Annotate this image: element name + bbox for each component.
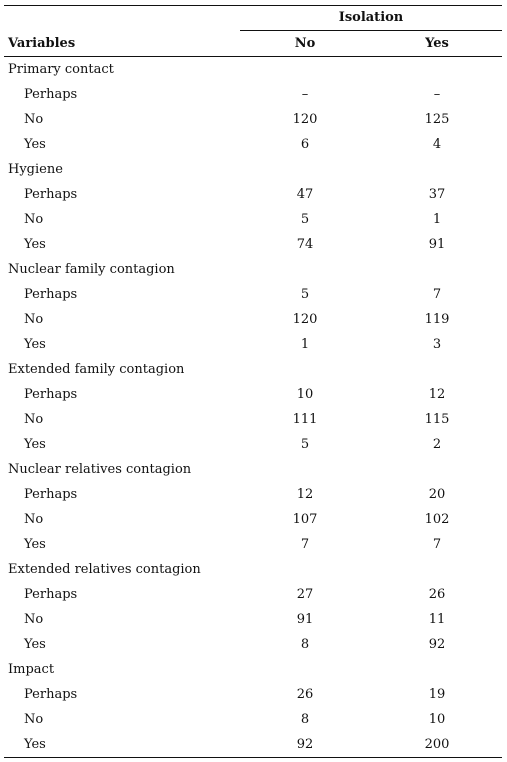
- row-label: Perhaps: [24, 287, 78, 302]
- group-label: Extended relatives contagion: [8, 562, 201, 577]
- cell-no: 8: [300, 712, 310, 727]
- cell-no: 7: [300, 537, 310, 552]
- row-label: Yes: [24, 237, 46, 252]
- row-label: Yes: [24, 437, 46, 452]
- bottom-rule: [4, 757, 502, 758]
- row-label: No: [24, 612, 44, 627]
- cell-no: 91: [296, 612, 314, 627]
- cell-yes: 102: [424, 512, 450, 527]
- row-label: Perhaps: [24, 587, 78, 602]
- cell-yes: 1: [432, 212, 442, 227]
- cell-no: 8: [300, 637, 310, 652]
- row-label: No: [24, 112, 44, 127]
- row-label: Perhaps: [24, 187, 78, 202]
- cell-no: 1: [300, 337, 310, 352]
- cell-yes: 92: [428, 637, 446, 652]
- row-label: Yes: [24, 337, 46, 352]
- row-label: No: [24, 212, 44, 227]
- group-label: Extended family contagion: [8, 362, 185, 377]
- header-rule: [4, 56, 502, 57]
- cell-yes: 115: [424, 412, 450, 427]
- cell-yes: 4: [432, 137, 442, 152]
- column-header: Yes: [425, 36, 449, 51]
- group-label: Nuclear family contagion: [8, 262, 175, 277]
- top-rule: [4, 5, 502, 6]
- row-label: Perhaps: [24, 687, 78, 702]
- cell-yes: 37: [428, 187, 446, 202]
- cell-no: 47: [296, 187, 314, 202]
- cell-yes: 7: [432, 287, 442, 302]
- cell-yes: 91: [428, 237, 446, 252]
- cell-yes: 7: [432, 537, 442, 552]
- cell-yes: 125: [424, 112, 450, 127]
- group-label: Hygiene: [8, 162, 63, 177]
- cell-no: 10: [296, 387, 314, 402]
- row-label: Yes: [24, 537, 46, 552]
- cell-yes: 12: [428, 387, 446, 402]
- group-label: Nuclear relatives contagion: [8, 462, 192, 477]
- group-label: Primary contact: [8, 62, 114, 77]
- cell-no: 26: [296, 687, 314, 702]
- cell-yes: 26: [428, 587, 446, 602]
- row-label: No: [24, 312, 44, 327]
- cell-yes: 11: [428, 612, 446, 627]
- row-label: No: [24, 412, 44, 427]
- cell-yes: 2: [432, 437, 442, 452]
- cell-no: 6: [300, 137, 310, 152]
- row-label: Yes: [24, 737, 46, 752]
- column-header: No: [294, 36, 316, 51]
- cell-no: 111: [292, 412, 318, 427]
- cell-yes: 119: [424, 312, 450, 327]
- row-label: Perhaps: [24, 87, 78, 102]
- cell-no: 12: [296, 487, 314, 502]
- cell-no: 74: [296, 237, 314, 252]
- cell-yes: 10: [428, 712, 446, 727]
- cell-yes: –: [433, 87, 441, 102]
- group-header: Isolation: [338, 10, 404, 25]
- cell-no: –: [301, 87, 309, 102]
- row-label: Perhaps: [24, 387, 78, 402]
- row-label: No: [24, 512, 44, 527]
- row-label: No: [24, 712, 44, 727]
- group-label: Impact: [8, 662, 55, 677]
- row-label: Yes: [24, 137, 46, 152]
- cell-yes: 200: [424, 737, 450, 752]
- cell-no: 5: [300, 287, 310, 302]
- cell-no: 92: [296, 737, 314, 752]
- cell-yes: 19: [428, 687, 446, 702]
- cell-no: 27: [296, 587, 314, 602]
- cell-yes: 3: [432, 337, 442, 352]
- cell-yes: 20: [428, 487, 446, 502]
- row-label: Yes: [24, 637, 46, 652]
- cell-no: 5: [300, 212, 310, 227]
- cell-no: 120: [292, 312, 318, 327]
- column-header: Variables: [8, 36, 76, 51]
- group-rule: [240, 30, 502, 31]
- cell-no: 120: [292, 112, 318, 127]
- row-label: Perhaps: [24, 487, 78, 502]
- cell-no: 5: [300, 437, 310, 452]
- cell-no: 107: [292, 512, 318, 527]
